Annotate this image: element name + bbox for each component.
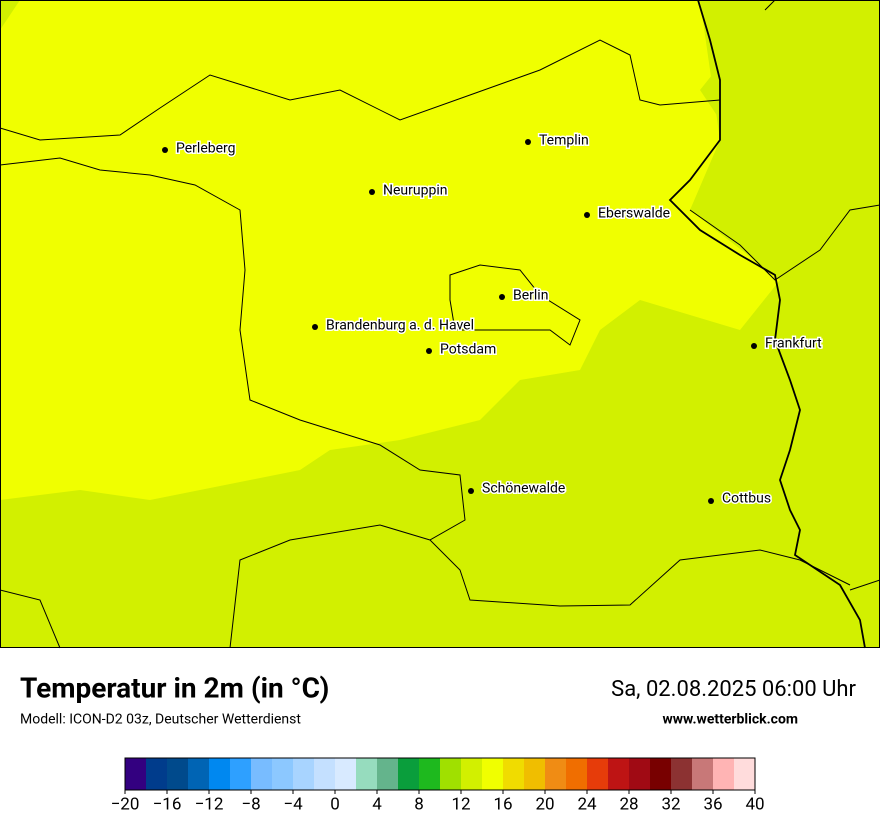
state-border [0,39,721,141]
city-label: Brandenburg a. d. Havel [326,318,474,334]
colorbar-segment [713,758,735,790]
city-label: Cottbus [722,491,771,507]
city-label: Schönewalde [482,481,565,497]
city-label: Templin [539,133,589,149]
colorbar-tick-label: 12 [451,794,470,814]
colorbar-tick-label: 28 [619,794,638,814]
colorbar-segment [167,758,189,790]
colorbar-segment [377,758,399,790]
city-dot [468,488,474,494]
city-dot [162,147,168,153]
city: Templin [525,131,590,150]
city: Perleberg [162,139,237,158]
colorbar-tick-label: 40 [745,794,764,814]
colorbar-tick-label: 32 [661,794,680,814]
colorbar-tick-label: −12 [195,794,224,814]
berlin-border [449,264,581,346]
colorbar-frame [124,757,756,791]
colorbar-segment [734,758,756,790]
colorbar-segment [209,758,231,790]
city: Frankfurt [751,334,824,353]
colorbar-tick-label: 16 [493,794,512,814]
city-label: Perleberg [176,141,236,157]
website: www.wetterblick.com [662,712,798,728]
city-dot [751,343,757,349]
datetime: Sa, 02.08.2025 06:00 Uhr [611,677,856,702]
colorbar-tick-label: −8 [241,794,260,814]
colorbar-segment [398,758,420,790]
city-label: Potsdam [440,342,496,358]
city-dot [426,348,432,354]
state-border [0,157,851,607]
colorbar-segment [629,758,651,790]
colorbar-segment [251,758,273,790]
city: Schönewalde [468,479,567,498]
colorbar-segment [692,758,714,790]
colorbar-segment [230,758,252,790]
colorbar-tick-label: 36 [703,794,722,814]
city-label: Berlin [513,288,548,304]
colorbar-segment [440,758,462,790]
colorbar-segment [125,758,147,790]
city: Potsdam [426,340,498,359]
colorbar-segment [503,758,525,790]
city-dot [708,498,714,504]
colorbar-segment [293,758,315,790]
colorbar-tick-label: 24 [577,794,597,814]
colorbar-tick-label: −4 [283,794,303,814]
cool-area [0,0,880,240]
colorbar-segment [608,758,630,790]
colorbar-segment [335,758,357,790]
map: Perleberg Templin Neuruppin Eberswalde B… [0,0,880,649]
subtitle: Modell: ICON-D2 03z, Deutscher Wetterdie… [20,712,301,728]
state-border [0,524,431,649]
colorbar-segment [671,758,693,790]
city-dot [584,212,590,218]
city-dot [369,189,375,195]
city: Brandenburg a. d. Havel [312,316,475,335]
national-border [668,0,866,649]
colorbar-tick-label: −20 [111,794,140,814]
colorbar-segment [188,758,210,790]
colorbar-tick-label: 20 [535,794,554,814]
colorbar-segment [482,758,504,790]
colorbar-segment [587,758,609,790]
colorbar-segment [650,758,672,790]
city-dot [312,324,318,330]
colorbar-segment [524,758,546,790]
colorbar-segment [566,758,588,790]
colorbar-tick-label: −16 [153,794,182,814]
colorbar-tick-label: 0 [330,794,340,814]
colorbar-segment [461,758,483,790]
colorbar-segment [545,758,567,790]
colorbar-segment [146,758,168,790]
colorbar: −20 −16 −12 −8 −4 0 4 8 12 16 20 24 28 32 36 40 [111,757,765,814]
title: Temperatur in 2m (in °C) [20,671,329,704]
border [689,0,880,591]
city-label: Eberswalde [598,206,670,222]
colorbar-tick-label: 8 [414,794,424,814]
city: Berlin [499,286,550,305]
city-label: Neuruppin [383,183,447,199]
colorbar-segment [272,758,294,790]
colorbar-segment [356,758,378,790]
colorbar-tick-label: 4 [372,794,382,814]
city-dot [499,294,505,300]
city: Eberswalde [584,204,672,223]
city-label: Frankfurt [765,336,822,352]
city-dot [525,139,531,145]
city: Neuruppin [369,181,449,200]
city: Cottbus [708,489,773,508]
colorbar-segment [314,758,336,790]
colorbar-segment [419,758,441,790]
warm-area [0,0,780,500]
